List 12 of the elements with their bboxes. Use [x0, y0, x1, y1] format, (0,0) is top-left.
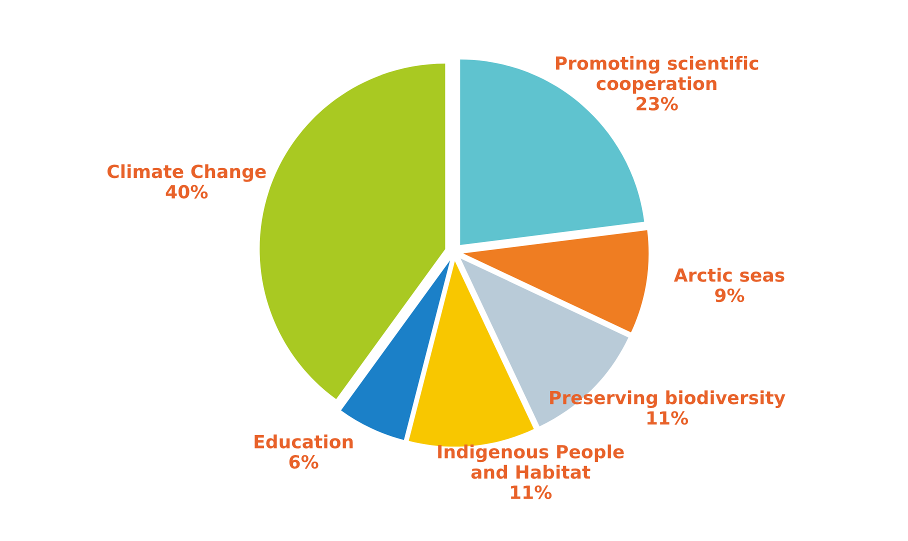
data-label: 40%: [166, 184, 208, 199]
data-label: 11%: [511, 485, 552, 500]
data-label: 11%: [647, 411, 688, 425]
slice-label: Arctic seas: [674, 268, 784, 282]
slice-label: Indigenous People and Habitat: [438, 444, 624, 479]
slice-label: Promoting scientific cooperation: [556, 56, 758, 94]
data-label: 23%: [636, 96, 678, 111]
data-label: 9%: [715, 288, 744, 302]
slice-label: Education: [254, 434, 353, 448]
slice-label: Preserving biodiversity: [550, 390, 786, 408]
data-label: 6%: [289, 455, 318, 469]
slice-label: Climate Change: [108, 164, 266, 182]
